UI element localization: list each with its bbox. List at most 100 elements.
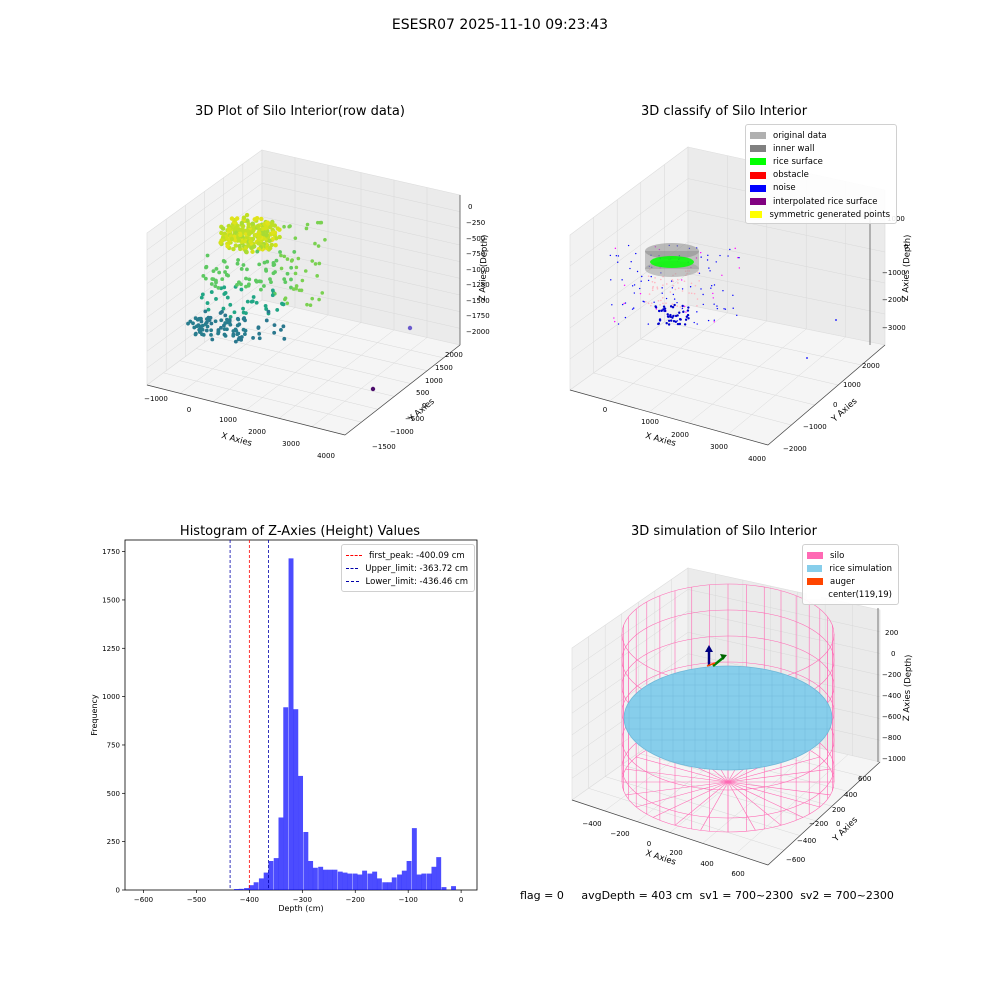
raw-data-point xyxy=(240,227,245,232)
raw-data-point xyxy=(270,293,275,298)
noise-point xyxy=(687,306,690,309)
grid-line xyxy=(687,632,881,676)
grid-line xyxy=(571,653,689,736)
raw-data-point xyxy=(236,238,242,243)
legend-item-first-peak: first_peak: -400.09 cm xyxy=(346,549,468,562)
raw-data-point xyxy=(310,296,315,301)
raw-y-tick: −1500 xyxy=(372,443,396,451)
legend-item-symmetric-generated-points: symmetric generated points xyxy=(750,208,890,221)
noise-point xyxy=(617,261,619,263)
noise-point xyxy=(611,304,613,306)
sim-z-tick: 200 xyxy=(885,629,898,637)
histogram-bar xyxy=(258,878,264,890)
raw-data-point xyxy=(205,301,210,305)
raw-data-point xyxy=(288,224,292,228)
raw-data-point xyxy=(300,278,305,283)
raw-data-point xyxy=(296,256,301,261)
raw-data-point xyxy=(274,258,279,263)
noise-point xyxy=(667,315,670,318)
cls-y-tick: 0 xyxy=(833,401,837,409)
histogram-axes-frame xyxy=(124,539,478,891)
histogram-bar xyxy=(288,558,294,890)
raw-data-point xyxy=(289,277,293,282)
raw-data-point xyxy=(239,337,244,342)
noise-point xyxy=(680,279,683,281)
histogram-bar xyxy=(406,860,412,890)
raw-data-point xyxy=(216,331,220,336)
noise-point xyxy=(672,293,675,296)
silo-floor-spoke xyxy=(636,781,729,808)
noise-point xyxy=(713,284,716,286)
raw-data-point xyxy=(249,245,254,250)
grid-line xyxy=(245,322,362,411)
noise-point xyxy=(658,319,662,322)
grid-line xyxy=(146,183,263,267)
raw-data-point xyxy=(219,318,224,323)
histogram-bar xyxy=(397,874,402,890)
raw-data-point xyxy=(247,277,252,282)
raw-z-label: Z Axies (Depth) xyxy=(478,234,490,301)
grid-line xyxy=(146,199,263,284)
grid-line xyxy=(687,610,881,654)
raw-data-point xyxy=(241,306,245,311)
noise-point xyxy=(633,292,636,294)
noise-point xyxy=(621,279,623,281)
raw-z-tick: −1250 xyxy=(466,281,490,289)
noise-point xyxy=(702,293,704,296)
noise-point xyxy=(657,322,660,326)
silo-floor-spoke xyxy=(625,768,729,783)
raw-data-point xyxy=(210,337,215,342)
original-data-point xyxy=(674,288,677,291)
grid-line xyxy=(687,589,881,632)
raw-data-point xyxy=(197,324,202,329)
original-data-point xyxy=(656,286,659,288)
original-data-point xyxy=(662,284,664,286)
raw-data-point xyxy=(294,284,299,288)
silo-floor-spoke xyxy=(727,781,756,831)
raw-data-point xyxy=(219,238,225,243)
noise-point xyxy=(710,284,713,287)
raw-data-point xyxy=(249,299,254,304)
grid-line xyxy=(571,610,689,692)
cls-z-tick: −3000 xyxy=(882,324,906,332)
grid-line xyxy=(617,355,815,406)
grid-line xyxy=(569,209,689,298)
noise-point xyxy=(672,314,675,318)
raw-data-point xyxy=(228,302,233,307)
histogram-bar xyxy=(372,871,378,890)
noise-point xyxy=(623,302,625,305)
raw-data-point xyxy=(241,263,246,267)
histogram-bar xyxy=(451,886,456,890)
footer-stats: flag = 0 avgDepth = 403 cm sv1 = 700~230… xyxy=(520,889,894,902)
raw-data-point xyxy=(231,329,236,333)
sim-z-tick: −600 xyxy=(882,713,901,721)
noise-point xyxy=(614,320,616,323)
histogram-bar xyxy=(416,874,422,890)
original-data-point xyxy=(650,302,653,304)
noise-point xyxy=(729,248,731,251)
noise-point xyxy=(671,306,675,309)
raw-data-point xyxy=(198,328,203,333)
raw-data-point xyxy=(201,274,206,278)
noise-point xyxy=(661,287,663,289)
original-data-point xyxy=(672,284,675,287)
raw-data-point xyxy=(222,259,227,264)
noise-point xyxy=(686,309,690,312)
raw-data-point xyxy=(241,317,246,321)
raw-data-point xyxy=(209,282,214,286)
original-data-point xyxy=(688,292,690,294)
noise-point xyxy=(738,257,740,259)
grid-line xyxy=(728,336,846,435)
raw-data-point xyxy=(264,220,270,225)
sim-x-tick: −200 xyxy=(610,830,629,838)
raw-data-point xyxy=(233,226,239,231)
grid-line xyxy=(261,283,461,329)
original-data-point xyxy=(676,278,679,281)
raw-data-point xyxy=(282,336,287,341)
noise-point xyxy=(707,254,709,257)
noise-point xyxy=(724,308,727,310)
noise-point xyxy=(685,315,689,318)
noise-point xyxy=(676,314,679,317)
legend-swatch xyxy=(807,552,823,560)
raw-data-point xyxy=(229,216,235,221)
